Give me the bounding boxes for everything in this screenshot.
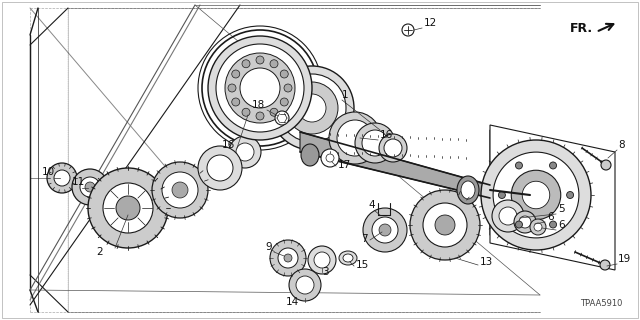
Text: 2: 2 [97, 247, 103, 257]
Text: 18: 18 [252, 100, 265, 110]
Circle shape [329, 112, 381, 164]
Circle shape [566, 191, 573, 198]
Circle shape [47, 163, 77, 193]
Circle shape [550, 162, 557, 169]
Circle shape [103, 183, 153, 233]
Circle shape [284, 254, 292, 262]
Circle shape [314, 252, 330, 268]
Ellipse shape [339, 251, 357, 265]
Circle shape [240, 68, 280, 108]
Circle shape [296, 276, 314, 294]
Circle shape [499, 207, 517, 225]
Circle shape [198, 146, 242, 190]
Text: 15: 15 [356, 260, 369, 270]
Text: 10: 10 [42, 167, 55, 177]
Circle shape [550, 221, 557, 228]
Circle shape [534, 223, 542, 231]
Circle shape [172, 182, 188, 198]
Circle shape [280, 70, 288, 78]
Ellipse shape [343, 254, 353, 262]
Text: 9: 9 [266, 242, 272, 252]
Circle shape [216, 44, 304, 132]
Circle shape [402, 24, 414, 36]
Circle shape [289, 269, 321, 301]
Circle shape [410, 190, 480, 260]
Text: 14: 14 [285, 297, 299, 307]
Circle shape [308, 246, 336, 274]
Text: 12: 12 [424, 18, 437, 28]
Circle shape [256, 56, 264, 64]
Text: 13: 13 [480, 257, 493, 267]
Circle shape [242, 60, 250, 68]
Circle shape [298, 94, 326, 122]
Circle shape [530, 219, 546, 235]
Circle shape [601, 160, 611, 170]
Circle shape [225, 53, 295, 123]
Circle shape [72, 169, 108, 205]
Circle shape [379, 134, 407, 162]
Text: TPAA5910: TPAA5910 [580, 299, 622, 308]
Circle shape [256, 112, 264, 120]
Circle shape [499, 191, 506, 198]
Circle shape [275, 111, 289, 125]
Circle shape [362, 130, 388, 156]
Text: 8: 8 [618, 140, 625, 150]
Circle shape [284, 84, 292, 92]
Circle shape [515, 162, 522, 169]
Circle shape [80, 177, 100, 197]
Ellipse shape [301, 144, 319, 166]
Text: 3: 3 [322, 267, 328, 277]
Circle shape [270, 108, 278, 116]
Circle shape [355, 123, 395, 163]
Circle shape [116, 196, 140, 220]
Text: 17: 17 [338, 160, 351, 170]
Text: 6: 6 [547, 212, 554, 222]
Circle shape [232, 98, 240, 106]
Text: 11: 11 [72, 177, 85, 187]
Text: 16: 16 [221, 140, 235, 150]
Circle shape [514, 211, 536, 233]
Circle shape [423, 203, 467, 247]
Circle shape [384, 139, 402, 157]
Polygon shape [300, 132, 490, 198]
Circle shape [481, 140, 591, 250]
Circle shape [236, 143, 254, 161]
Circle shape [229, 136, 261, 168]
Text: 4: 4 [369, 200, 375, 210]
Circle shape [54, 170, 70, 186]
Text: FR.: FR. [570, 21, 593, 35]
Circle shape [85, 182, 95, 192]
Ellipse shape [457, 176, 479, 204]
Circle shape [88, 168, 168, 248]
Circle shape [232, 70, 240, 78]
Circle shape [208, 36, 312, 140]
Circle shape [280, 98, 288, 106]
Text: 1: 1 [342, 90, 349, 100]
Circle shape [372, 217, 398, 243]
Circle shape [379, 224, 391, 236]
Text: 19: 19 [618, 254, 631, 264]
Text: 16: 16 [380, 130, 393, 140]
Circle shape [515, 221, 522, 228]
Circle shape [286, 82, 338, 134]
Circle shape [152, 162, 208, 218]
Circle shape [493, 152, 579, 238]
Polygon shape [490, 130, 610, 265]
Circle shape [522, 181, 550, 209]
Ellipse shape [461, 181, 475, 199]
Circle shape [600, 260, 610, 270]
Circle shape [242, 108, 250, 116]
Circle shape [162, 172, 198, 208]
Circle shape [519, 216, 531, 228]
Circle shape [207, 155, 233, 181]
Circle shape [278, 248, 298, 268]
Circle shape [492, 200, 524, 232]
Circle shape [511, 170, 561, 220]
Text: 6: 6 [558, 220, 564, 230]
Circle shape [435, 215, 455, 235]
Polygon shape [490, 125, 615, 270]
Text: 7: 7 [362, 234, 368, 244]
Circle shape [270, 66, 354, 150]
Circle shape [326, 154, 334, 162]
